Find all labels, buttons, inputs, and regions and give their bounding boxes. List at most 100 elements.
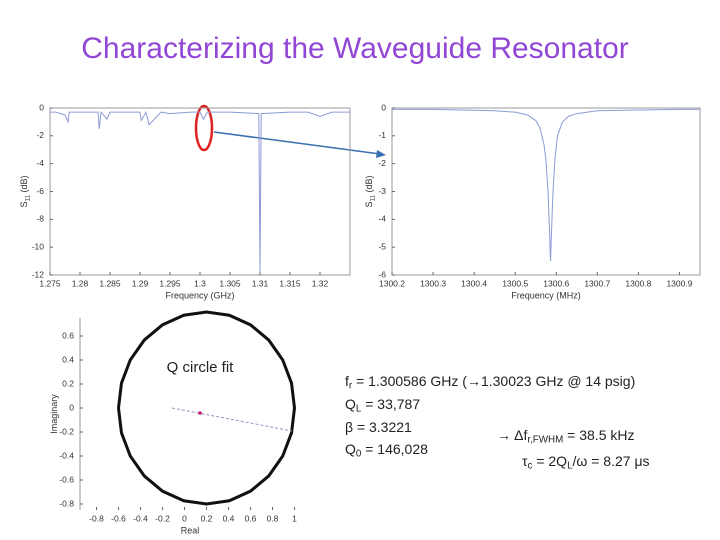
text-part: (dB) [19,175,29,195]
x-tick-label: 1.295 [159,278,181,288]
x-tick-label: 1.275 [39,278,61,288]
text-part: = 33,787 [361,396,420,412]
x-tick-label: 1.28 [72,278,89,288]
y-tick-label: 0 [69,402,74,412]
arrow-head [376,150,386,158]
text-part: S [19,202,29,208]
y-tick-label: -0.8 [59,498,74,508]
text-part: = 38.5 kHz [563,427,634,443]
text-part: β = 3.3221 [345,419,412,435]
y-tick-label: -12 [32,269,45,279]
x-tick-label: 1.29 [132,278,149,288]
result-line: Q0 = 146,028 [345,441,428,459]
x-tick-label: -0.4 [133,513,148,523]
text-part: = 146,028 [361,441,428,457]
y-tick-label: -0.2 [59,426,74,436]
y-tick-label: -3 [378,186,386,196]
result-line: QL = 33,787 [345,396,420,414]
x-tick-label: 0.6 [245,513,257,523]
plot-frame [391,107,701,276]
fit-ring [116,310,297,506]
y-tick-label: -0.4 [59,450,74,460]
subscript: 11 [24,194,31,201]
result-line: fr = 1.300586 GHz (→1.30023 GHz @ 14 psi… [345,373,635,391]
subscript: L [356,403,362,414]
y-tick-label: 0.6 [62,330,74,340]
subscript: c [528,460,533,471]
subscript: 11 [369,194,376,201]
text-part: (dB) [364,175,374,195]
text-part: /ω = 8.27 μs [573,453,650,469]
x-tick-label: 1300.6 [543,278,569,288]
subscript: r,FWHM [527,434,563,445]
y-tick-label: 0.4 [62,354,74,364]
text-part: = 2Q [532,453,567,469]
slide-title: Characterizing the Waveguide Resonator [81,32,629,65]
x-tick-label: 1.305 [219,278,241,288]
text-part: τ [522,453,528,469]
text-part: S [364,202,374,208]
fit-radius [171,407,293,432]
x-tick-label: 1.285 [99,278,121,288]
text-part: f [345,373,349,389]
highlight-ellipse [194,104,214,152]
y-tick-label: -4 [378,214,386,224]
x-tick-label: 1300.9 [666,278,692,288]
text-part: Q [345,396,356,412]
x-tick-label: 1.315 [279,278,301,288]
x-tick-label: 1.31 [252,278,269,288]
y-axis-label: S11 (dB) [19,175,31,207]
subscript: 0 [356,448,362,459]
y-tick-label: -10 [32,241,45,251]
result-line: β = 3.3221 [345,419,412,435]
x-tick-label: 1.3 [194,278,206,288]
x-tick-label: -0.6 [111,513,126,523]
y-axis-label: Imaginary [49,394,59,434]
x-axis-label: Real [181,525,200,535]
x-tick-label: 1300.8 [625,278,651,288]
y-tick-label: -5 [378,241,386,251]
result-line: → Δfr,FWHM = 38.5 kHz [497,427,634,445]
y-tick-label: -0.6 [59,474,74,484]
y-tick-label: -8 [36,214,44,224]
data-line [392,108,700,262]
x-tick-label: 1300.5 [502,278,528,288]
x-tick-label: -0.8 [89,513,104,523]
fit-center [198,411,202,415]
y-tick-label: -2 [378,158,386,168]
y-tick-label: -1 [378,130,386,140]
x-tick-label: 1300.4 [461,278,487,288]
text-part: Imaginary [49,394,59,434]
subscript: L [567,460,573,471]
y-tick-label: -4 [36,158,44,168]
y-tick-label: 0 [381,102,386,112]
x-tick-label: 1300.3 [420,278,446,288]
x-tick-label: 1.32 [312,278,329,288]
pointer-arrow [213,131,381,155]
y-tick-label: -2 [36,130,44,140]
y-tick-label: -6 [378,269,386,279]
subscript: r [349,380,353,391]
x-tick-label: 0.8 [267,513,279,523]
y-tick-label: 0 [39,102,44,112]
annotation: Q circle fit [167,359,235,376]
result-line: τc = 2QL/ω = 8.27 μs [522,453,650,471]
y-tick-label: 0.2 [62,378,74,388]
x-tick-label: 0.4 [223,513,235,523]
x-tick-label: 1300.2 [379,278,405,288]
plot-frame [49,107,351,276]
text-part: → Δf [497,427,527,443]
x-axis-label: Frequency (MHz) [511,290,581,300]
x-tick-label: 1300.7 [584,278,610,288]
y-tick-label: -6 [36,186,44,196]
x-axis-label: Frequency (GHz) [165,290,234,300]
y-axis-label: S11 (dB) [364,175,376,207]
x-tick-label: 0.2 [201,513,213,523]
data-line [50,110,350,273]
text-part: = 1.300586 GHz (→1.30023 GHz @ 14 psig) [352,373,635,389]
x-tick-label: -0.2 [155,513,170,523]
text-part: Q [345,441,356,457]
x-tick-label: 0 [182,513,187,523]
